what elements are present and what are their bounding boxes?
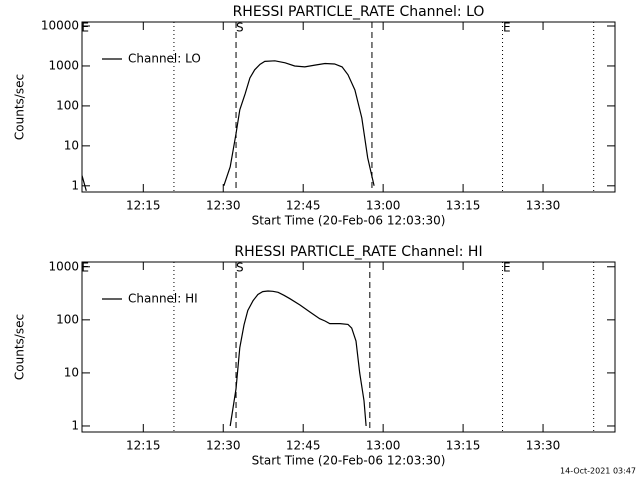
x-tick-label: 13:30: [526, 439, 561, 453]
y-tick-label: 10: [64, 138, 79, 152]
annotation: E: [81, 261, 89, 275]
legend-label: Channel: HI: [128, 292, 198, 306]
x-tick-label: 12:30: [206, 439, 241, 453]
y-tick-label: 100: [56, 98, 79, 112]
series-line: [229, 290, 367, 427]
axes-frame: [81, 21, 616, 193]
y-tick-label: 10000: [41, 19, 79, 33]
y-tick-label: 10: [64, 365, 79, 379]
x-axis-label: Start Time (20-Feb-06 12:03:30): [252, 454, 446, 468]
annotation: S: [236, 261, 244, 275]
annotation: S: [236, 21, 244, 35]
y-tick-label: 1: [71, 178, 79, 192]
chart-title: RHESSI PARTICLE_RATE Channel: HI: [234, 244, 482, 260]
x-tick-label: 13:00: [366, 439, 401, 453]
x-tick-label: 13:00: [366, 199, 401, 213]
y-tick-label: 1: [71, 418, 79, 432]
x-tick-label: 12:45: [286, 199, 321, 213]
plot: RHESSI PARTICLE_RATE Channel: LO Start Ti…: [13, 4, 616, 228]
x-tick-label: 12:45: [286, 439, 321, 453]
y-tick-label: 1000: [48, 58, 79, 72]
y-tick-label: 1000: [48, 259, 79, 273]
annotation: E: [503, 21, 511, 35]
annotation: E: [503, 261, 511, 275]
x-tick-label: 12:15: [126, 199, 161, 213]
x-axis-label: Start Time (20-Feb-06 12:03:30): [252, 214, 446, 228]
x-tick-label: 13:15: [446, 199, 481, 213]
axes-frame: [81, 261, 616, 433]
y-tick-label: 100: [56, 312, 79, 326]
x-tick-label: 13:15: [446, 439, 481, 453]
plot: RHESSI PARTICLE_RATE Channel: HI Start Ti…: [13, 244, 616, 468]
legend-label: Channel: LO: [128, 52, 201, 66]
y-axis-label: Counts/sec: [13, 314, 27, 380]
series-line: [82, 60, 375, 191]
x-tick-label: 12:30: [206, 199, 241, 213]
y-axis-label: Counts/sec: [13, 74, 27, 140]
annotation: E: [81, 21, 89, 35]
chart-title: RHESSI PARTICLE_RATE Channel: LO: [233, 4, 485, 20]
x-tick-label: 13:30: [526, 199, 561, 213]
footer: 14-Oct-2021 03:47: [560, 467, 636, 476]
x-tick-label: 12:15: [126, 439, 161, 453]
